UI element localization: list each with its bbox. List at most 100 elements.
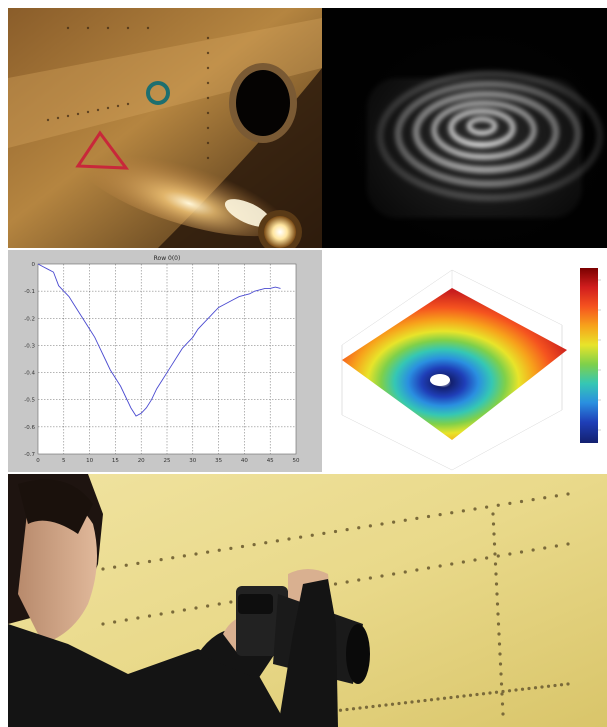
rivet — [299, 535, 303, 539]
rivet — [371, 704, 375, 709]
rivet — [499, 672, 503, 676]
rivet — [357, 526, 361, 530]
rivet — [358, 706, 362, 710]
rivet — [438, 564, 442, 568]
y-tick-label: -0.1 — [24, 289, 35, 295]
chart-title: Row 0(0) — [154, 255, 181, 262]
x-tick-label: 15 — [112, 458, 119, 464]
rivet — [384, 703, 388, 707]
rivet — [252, 543, 256, 547]
rivet — [147, 559, 152, 564]
rivet — [485, 505, 489, 509]
rivet — [519, 499, 524, 504]
fringe-pattern-panel — [322, 8, 607, 248]
rivet — [462, 694, 466, 698]
rivet — [403, 701, 408, 705]
rivet — [368, 576, 372, 580]
rivet — [310, 533, 314, 537]
technician-face — [18, 497, 97, 644]
rivet — [501, 712, 505, 716]
rivet — [455, 695, 460, 699]
x-tick-label: 40 — [241, 458, 248, 464]
technician-photo-panel — [8, 474, 607, 727]
rivet — [497, 642, 502, 646]
rivet — [493, 552, 497, 556]
rivet — [364, 705, 369, 709]
rivet — [527, 686, 531, 691]
rivet — [182, 554, 186, 558]
rivet — [415, 568, 419, 572]
rivet — [494, 582, 499, 586]
deflection-profile-chart-panel: Row 0(0) 0 5 10 15 20 25 30 35 40 45 50 0 -0.1 -0.2 -0… — [8, 250, 322, 472]
rivet — [514, 688, 518, 692]
rivet — [496, 554, 500, 558]
rivet — [500, 692, 504, 696]
rivet — [566, 542, 570, 546]
rivet — [194, 552, 198, 556]
rivet — [159, 612, 163, 616]
rivet — [194, 606, 198, 610]
deflection-surface — [342, 288, 567, 440]
rivet — [491, 512, 495, 516]
rivet — [322, 531, 326, 535]
rivet — [473, 558, 477, 562]
rivet — [566, 492, 570, 496]
y-tick-label: -0.4 — [24, 371, 35, 377]
rivet — [357, 578, 361, 582]
rivet — [159, 558, 163, 562]
rivet — [287, 537, 291, 541]
rivet — [345, 580, 349, 584]
x-tick-label: 10 — [86, 458, 93, 464]
rivet — [333, 529, 338, 534]
rivet — [499, 682, 504, 686]
rivet — [368, 524, 372, 528]
jacket — [8, 624, 288, 727]
rivet — [136, 616, 140, 620]
rivet — [495, 592, 499, 596]
rivet — [468, 693, 473, 697]
rivet — [531, 498, 535, 502]
rivet — [275, 539, 279, 543]
rivet — [136, 561, 140, 565]
deflection-profile-chart: Row 0(0) 0 5 10 15 20 25 30 35 40 45 50 0 -0.1 -0.2 -0… — [24, 255, 300, 464]
rivet — [442, 696, 447, 700]
rivet — [495, 602, 500, 606]
rivet — [429, 698, 434, 702]
rivet — [540, 685, 544, 689]
rivet — [229, 600, 233, 604]
rivet — [113, 565, 117, 569]
rivet — [494, 690, 499, 694]
rivet — [494, 572, 498, 576]
rivet — [475, 692, 479, 697]
rivet — [554, 544, 558, 548]
rivet — [531, 548, 535, 552]
rivet — [438, 513, 442, 517]
x-tick-label: 0 — [36, 458, 40, 464]
rivet — [416, 699, 421, 703]
rivet — [520, 687, 525, 691]
fringe-pattern — [322, 8, 607, 248]
x-tick-label: 35 — [215, 458, 222, 464]
rivet — [450, 562, 454, 566]
rivet — [546, 684, 551, 688]
rivet — [345, 528, 349, 532]
rivet — [426, 514, 431, 519]
rivet — [493, 562, 498, 566]
rivet — [496, 503, 500, 507]
rivet — [553, 683, 557, 688]
rivet — [206, 604, 210, 608]
rivet — [496, 622, 501, 626]
rivet — [492, 532, 496, 536]
plot-area — [37, 263, 297, 455]
rivet — [113, 620, 117, 624]
rivet — [206, 550, 210, 554]
rivet — [403, 518, 407, 522]
rivet — [380, 522, 384, 526]
rivet — [338, 708, 343, 712]
y-tick-label: -0.5 — [24, 398, 35, 404]
y-tick-label: -0.2 — [24, 316, 35, 322]
rivet — [485, 556, 489, 560]
rivet — [124, 563, 128, 567]
rivet — [392, 572, 396, 576]
rivet — [543, 546, 547, 550]
